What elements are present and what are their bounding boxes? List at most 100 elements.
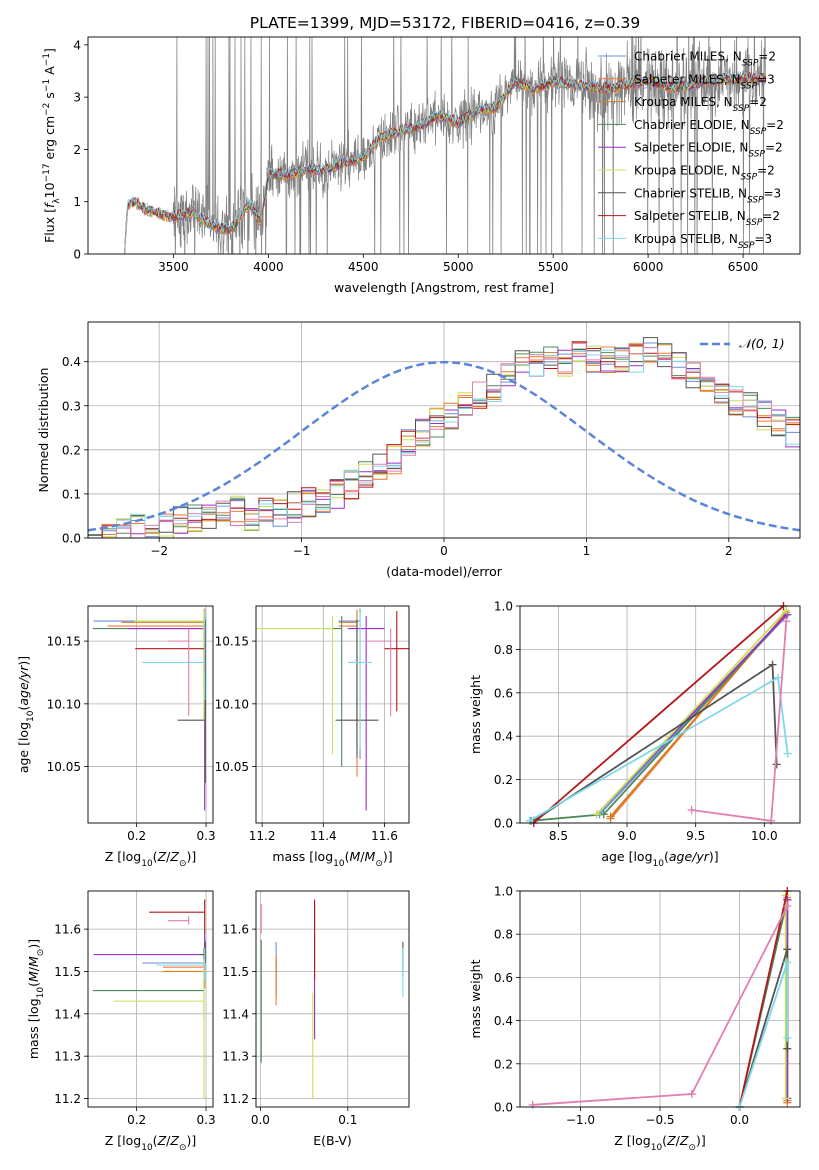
label-part: Z	[666, 1133, 676, 1148]
gaussian-curve	[88, 360, 800, 532]
errorbar-point	[113, 958, 205, 1099]
axes-frame	[255, 890, 410, 1108]
label-part: SSP	[750, 127, 767, 137]
errorbar-point	[256, 616, 334, 755]
axes-frame	[519, 605, 801, 824]
weight-marker	[783, 958, 792, 967]
weight-line	[533, 605, 785, 824]
errorbars	[260, 899, 404, 1099]
weight-series	[525, 602, 792, 827]
label-part: λ	[52, 198, 62, 204]
legend-label: Chabrier ELODIE, NSSP=2	[634, 118, 784, 137]
weight-line	[738, 890, 789, 1108]
label-part: A	[42, 66, 57, 79]
x-tick-label: −1	[293, 544, 311, 558]
errorbar-point	[135, 623, 206, 674]
label-part: =2	[766, 118, 784, 132]
label-part: =2	[749, 95, 767, 109]
y-axis-label: mass weight	[468, 675, 483, 754]
x-tick-label: 0.0	[251, 1113, 270, 1127]
y-tick-label: 11.2	[222, 1092, 249, 1106]
label-part: )]	[186, 1133, 196, 1148]
label-part: Salpeter MILES, N	[634, 72, 741, 86]
legend-label: Chabrier MILES, NSSP=2	[634, 50, 776, 69]
label-part: SSP	[746, 218, 763, 228]
label-part: ⊙	[179, 1143, 187, 1153]
errorbar-point	[93, 933, 206, 968]
x-tick-label: 0	[440, 544, 448, 558]
y-tick-label: 0.4	[494, 1014, 513, 1028]
label-part: ⊙	[36, 949, 46, 957]
label-part: SSP	[733, 104, 750, 114]
label-part: age/yr	[669, 849, 710, 864]
errorbar-point	[163, 950, 206, 989]
histogram-steps	[88, 337, 800, 538]
axes-frame	[87, 890, 214, 1108]
weight-marker	[774, 673, 783, 682]
histogram-series	[88, 337, 800, 538]
label-part: M	[365, 849, 376, 864]
legend-label: 𝒩(0, 1)	[739, 336, 785, 351]
label-part: SSP	[742, 59, 759, 69]
label-part: 10	[653, 859, 665, 869]
label-part: mass weight	[468, 959, 483, 1038]
label-part: Z [log	[105, 1133, 141, 1148]
y-tick-label: 1	[73, 195, 81, 209]
label-part: =3	[757, 72, 775, 86]
y-tick-label: 0.4	[62, 355, 81, 369]
y-axis-label: Normed distribution	[36, 368, 51, 493]
weight-marker	[528, 1100, 537, 1109]
label-part: E(B-V)	[313, 1133, 352, 1148]
label-part: Kroupa ELODIE, N	[634, 164, 741, 178]
legend-label: Kroupa MILES, NSSP=2	[634, 95, 767, 114]
label-part: SSP	[748, 150, 765, 160]
x-tick-label: 11.4	[310, 829, 337, 843]
x-tick-label: 4500	[348, 260, 379, 274]
y-tick-label: 4	[73, 38, 81, 52]
weight-marker	[767, 816, 776, 825]
spectrum-panel: 3500 4000 4500 5000 5500 6000 6500 0 1 2 3 4 wavelen…	[42, 36, 801, 295]
y-tick-label: 0.2	[62, 443, 81, 457]
x-axis-label: E(B-V)	[313, 1133, 352, 1148]
label-part: SSP	[738, 241, 755, 251]
y-tick-label: 10.05	[215, 760, 249, 774]
label-part: mass [log	[272, 849, 333, 864]
label-part: Z	[169, 1133, 179, 1148]
errorbar-point	[167, 916, 190, 925]
axes-frame	[87, 321, 801, 539]
label-part: −17	[42, 163, 52, 182]
label-part: 10	[333, 859, 345, 869]
errorbar-point	[177, 619, 206, 783]
weight-line	[596, 609, 787, 815]
weight-marker	[687, 805, 696, 814]
label-part: M	[350, 849, 361, 864]
x-tick-label: 0.2	[127, 829, 146, 843]
label-part: (	[662, 1133, 667, 1148]
x-tick-label: 10.0	[751, 829, 778, 843]
weight-line	[738, 962, 789, 1108]
axes-frame	[519, 890, 801, 1108]
y-tick-label: 11.5	[54, 965, 81, 979]
weight-marker	[782, 617, 791, 626]
x-tick-label: −0.5	[645, 1113, 674, 1127]
label-part: age [log	[16, 722, 31, 773]
y-tick-label: 0.8	[494, 928, 513, 942]
x-tick-label: 0.0	[730, 1113, 749, 1127]
x-tick-label: 6500	[728, 260, 759, 274]
errorbar-point	[366, 628, 392, 717]
x-tick-label: 0.3	[197, 1113, 216, 1127]
y-tick-label: 0.2	[494, 773, 513, 787]
y-tick-label: 10.10	[47, 697, 81, 711]
legend-label: Salpeter ELODIE, NSSP=2	[634, 141, 783, 160]
label-part: ⊙	[179, 859, 187, 869]
spectrum-model-line	[116, 71, 767, 254]
y-axis-label: age [log10(age/yr)]	[16, 656, 36, 773]
histogram-series	[88, 346, 800, 538]
x-axis-label: Z [log10(Z/Z⊙)]	[105, 1133, 197, 1153]
label-part: =2	[757, 164, 775, 178]
label-part: M	[26, 971, 41, 982]
y-tick-label: 0.0	[62, 532, 81, 546]
errorbar-point	[347, 616, 385, 811]
label-part: mass [log	[26, 998, 41, 1059]
